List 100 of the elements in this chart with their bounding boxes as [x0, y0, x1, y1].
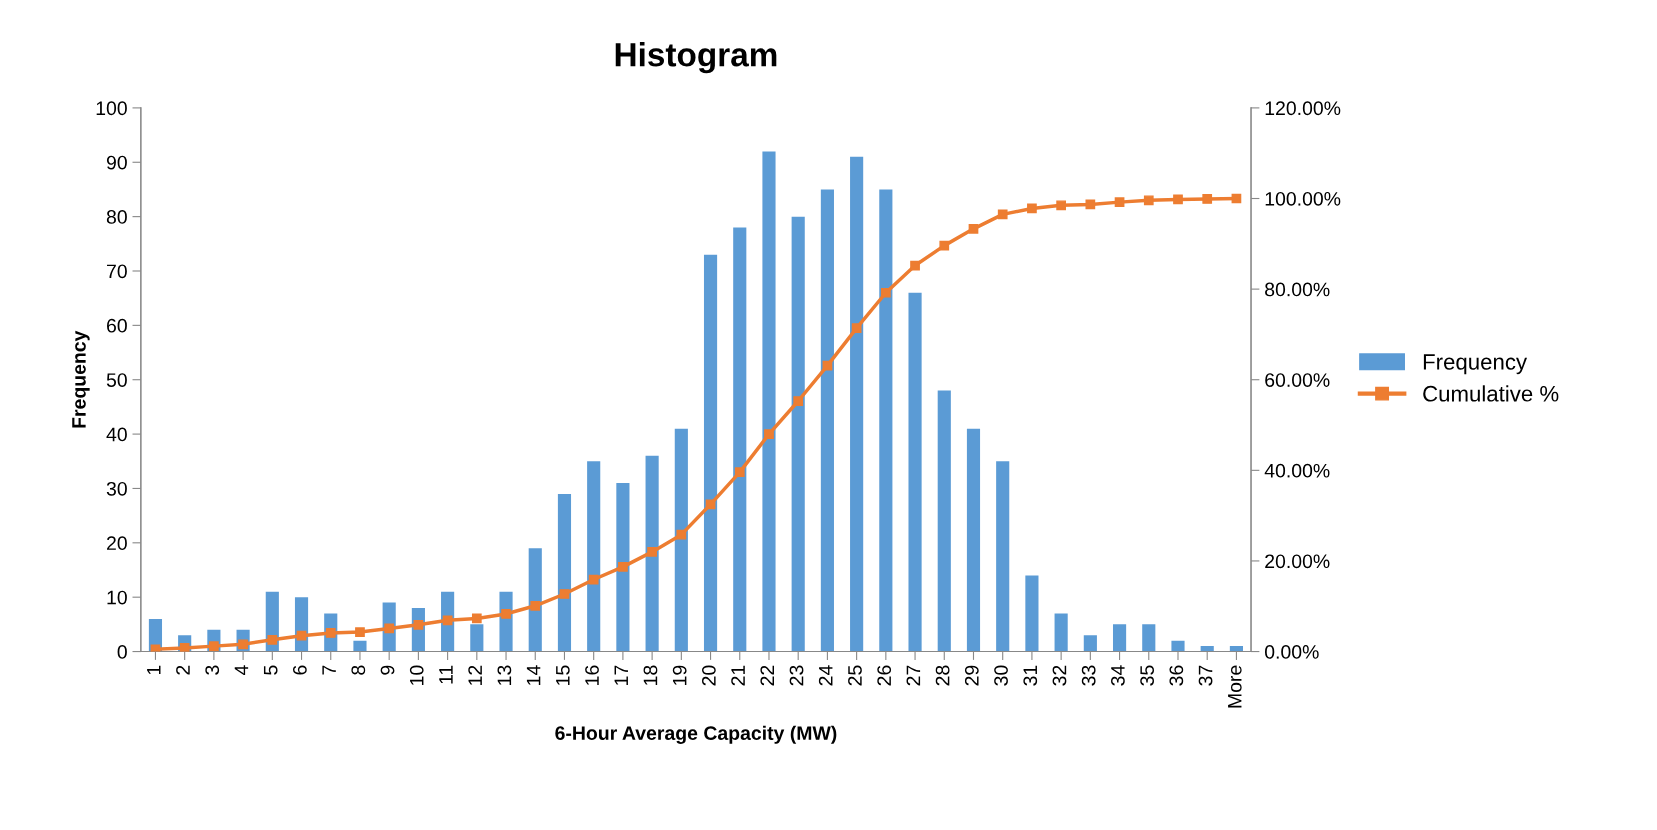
x-tick-label: 10 — [409, 665, 424, 685]
x-tick-label: 20 — [702, 665, 716, 686]
x-tick-label: 5 — [263, 665, 278, 675]
point — [384, 623, 395, 634]
bar — [1229, 646, 1243, 652]
x-tick-label: 4 — [234, 665, 249, 676]
y-axis-title: Frequency — [72, 330, 90, 428]
x-tick-label: 2 — [176, 665, 190, 675]
point — [1056, 200, 1066, 211]
point — [1173, 194, 1183, 205]
point — [209, 641, 219, 651]
point — [997, 209, 1008, 220]
legend-label: Cumulative % — [1423, 385, 1559, 402]
bar — [762, 151, 776, 652]
x-tick-label: 31 — [1023, 665, 1038, 686]
x-tick-label: 16 — [585, 665, 599, 685]
point — [501, 609, 511, 619]
bar — [528, 548, 542, 652]
bar — [966, 428, 981, 652]
x-tick-label: 12 — [468, 665, 482, 685]
point — [939, 240, 950, 251]
x-tick-label: 30 — [994, 665, 1008, 686]
bar — [616, 483, 630, 652]
point — [851, 323, 862, 333]
x-tick-label: 23 — [789, 665, 804, 686]
x-tick-label: 34 — [1111, 665, 1125, 686]
point — [793, 396, 804, 406]
x-tick-label: 33 — [1081, 665, 1096, 686]
x-axis-title: 6-Hour Average Capacity (MW) — [555, 725, 837, 744]
bar — [1171, 640, 1185, 652]
x-tick-label: 29 — [964, 665, 979, 686]
point — [705, 499, 716, 510]
y-tick-label: 40 — [106, 427, 127, 442]
bar — [733, 227, 747, 652]
bar — [353, 640, 367, 652]
x-tick-label: 13 — [497, 665, 512, 685]
bar — [1025, 575, 1039, 652]
legend-label: Frequency — [1423, 354, 1528, 375]
point — [267, 634, 278, 645]
x-tick-label: 36 — [1169, 665, 1184, 686]
bar — [1200, 646, 1214, 652]
point — [676, 529, 687, 540]
point — [822, 360, 833, 371]
x-tick-label: 8 — [351, 665, 366, 675]
point — [734, 467, 745, 478]
x-tick-label: 21 — [731, 665, 745, 686]
y2-tick-label: 0.00% — [1264, 645, 1319, 659]
x-tick-label: 14 — [526, 665, 541, 685]
point — [647, 547, 657, 557]
y2-tick-label: 120.00% — [1265, 101, 1341, 116]
y2-tick-label: 20.00% — [1265, 554, 1330, 569]
bar — [557, 493, 572, 652]
y-tick-label: 30 — [106, 481, 127, 496]
x-tick-label: 35 — [1140, 665, 1154, 686]
x-tick-label: 37 — [1198, 665, 1213, 686]
x-tick-label: 26 — [877, 665, 892, 686]
point — [880, 287, 891, 298]
bar — [674, 428, 688, 652]
bar — [587, 461, 601, 652]
bar — [937, 390, 951, 652]
x-tick-label: 28 — [935, 665, 950, 686]
point — [1202, 194, 1213, 204]
point — [559, 589, 570, 599]
bar — [908, 292, 922, 652]
point — [442, 615, 453, 626]
x-tick-label: 19 — [672, 665, 687, 685]
bar — [791, 216, 805, 652]
bar — [820, 189, 834, 652]
y-tick-label: 50 — [106, 373, 127, 387]
chart-title: Histogram — [615, 42, 777, 74]
y-tick-label: 20 — [107, 536, 127, 551]
y-tick-label: 60 — [107, 318, 127, 333]
x-tick-label: 24 — [818, 665, 833, 686]
point — [150, 644, 161, 652]
bar — [1112, 624, 1127, 652]
point — [618, 561, 628, 572]
x-tick-label: 22 — [760, 665, 775, 686]
y-tick-label: 90 — [106, 155, 127, 170]
y-tick-label: 80 — [106, 210, 127, 224]
bar — [1083, 635, 1097, 652]
y-tick-label: 70 — [107, 264, 127, 279]
y2-tick-label: 80.00% — [1265, 282, 1330, 297]
x-tick-label: 7 — [322, 665, 336, 675]
x-tick-label: More — [1228, 665, 1242, 708]
point — [1114, 197, 1125, 207]
x-tick-label: 3 — [205, 665, 220, 675]
x-tick-label: 25 — [848, 665, 862, 686]
point — [1027, 203, 1037, 214]
bar — [470, 624, 484, 652]
x-tick-label: 9 — [380, 665, 395, 675]
point — [471, 613, 482, 624]
bar — [645, 455, 659, 652]
y2-tick-label: 60.00% — [1265, 373, 1330, 387]
y-tick-label: 0 — [117, 645, 127, 659]
x-tick-label: 1 — [147, 665, 161, 675]
bar — [1054, 613, 1068, 652]
point — [355, 627, 365, 637]
point — [530, 600, 541, 611]
point — [910, 260, 920, 271]
y2-tick-label: 40.00% — [1264, 463, 1330, 478]
